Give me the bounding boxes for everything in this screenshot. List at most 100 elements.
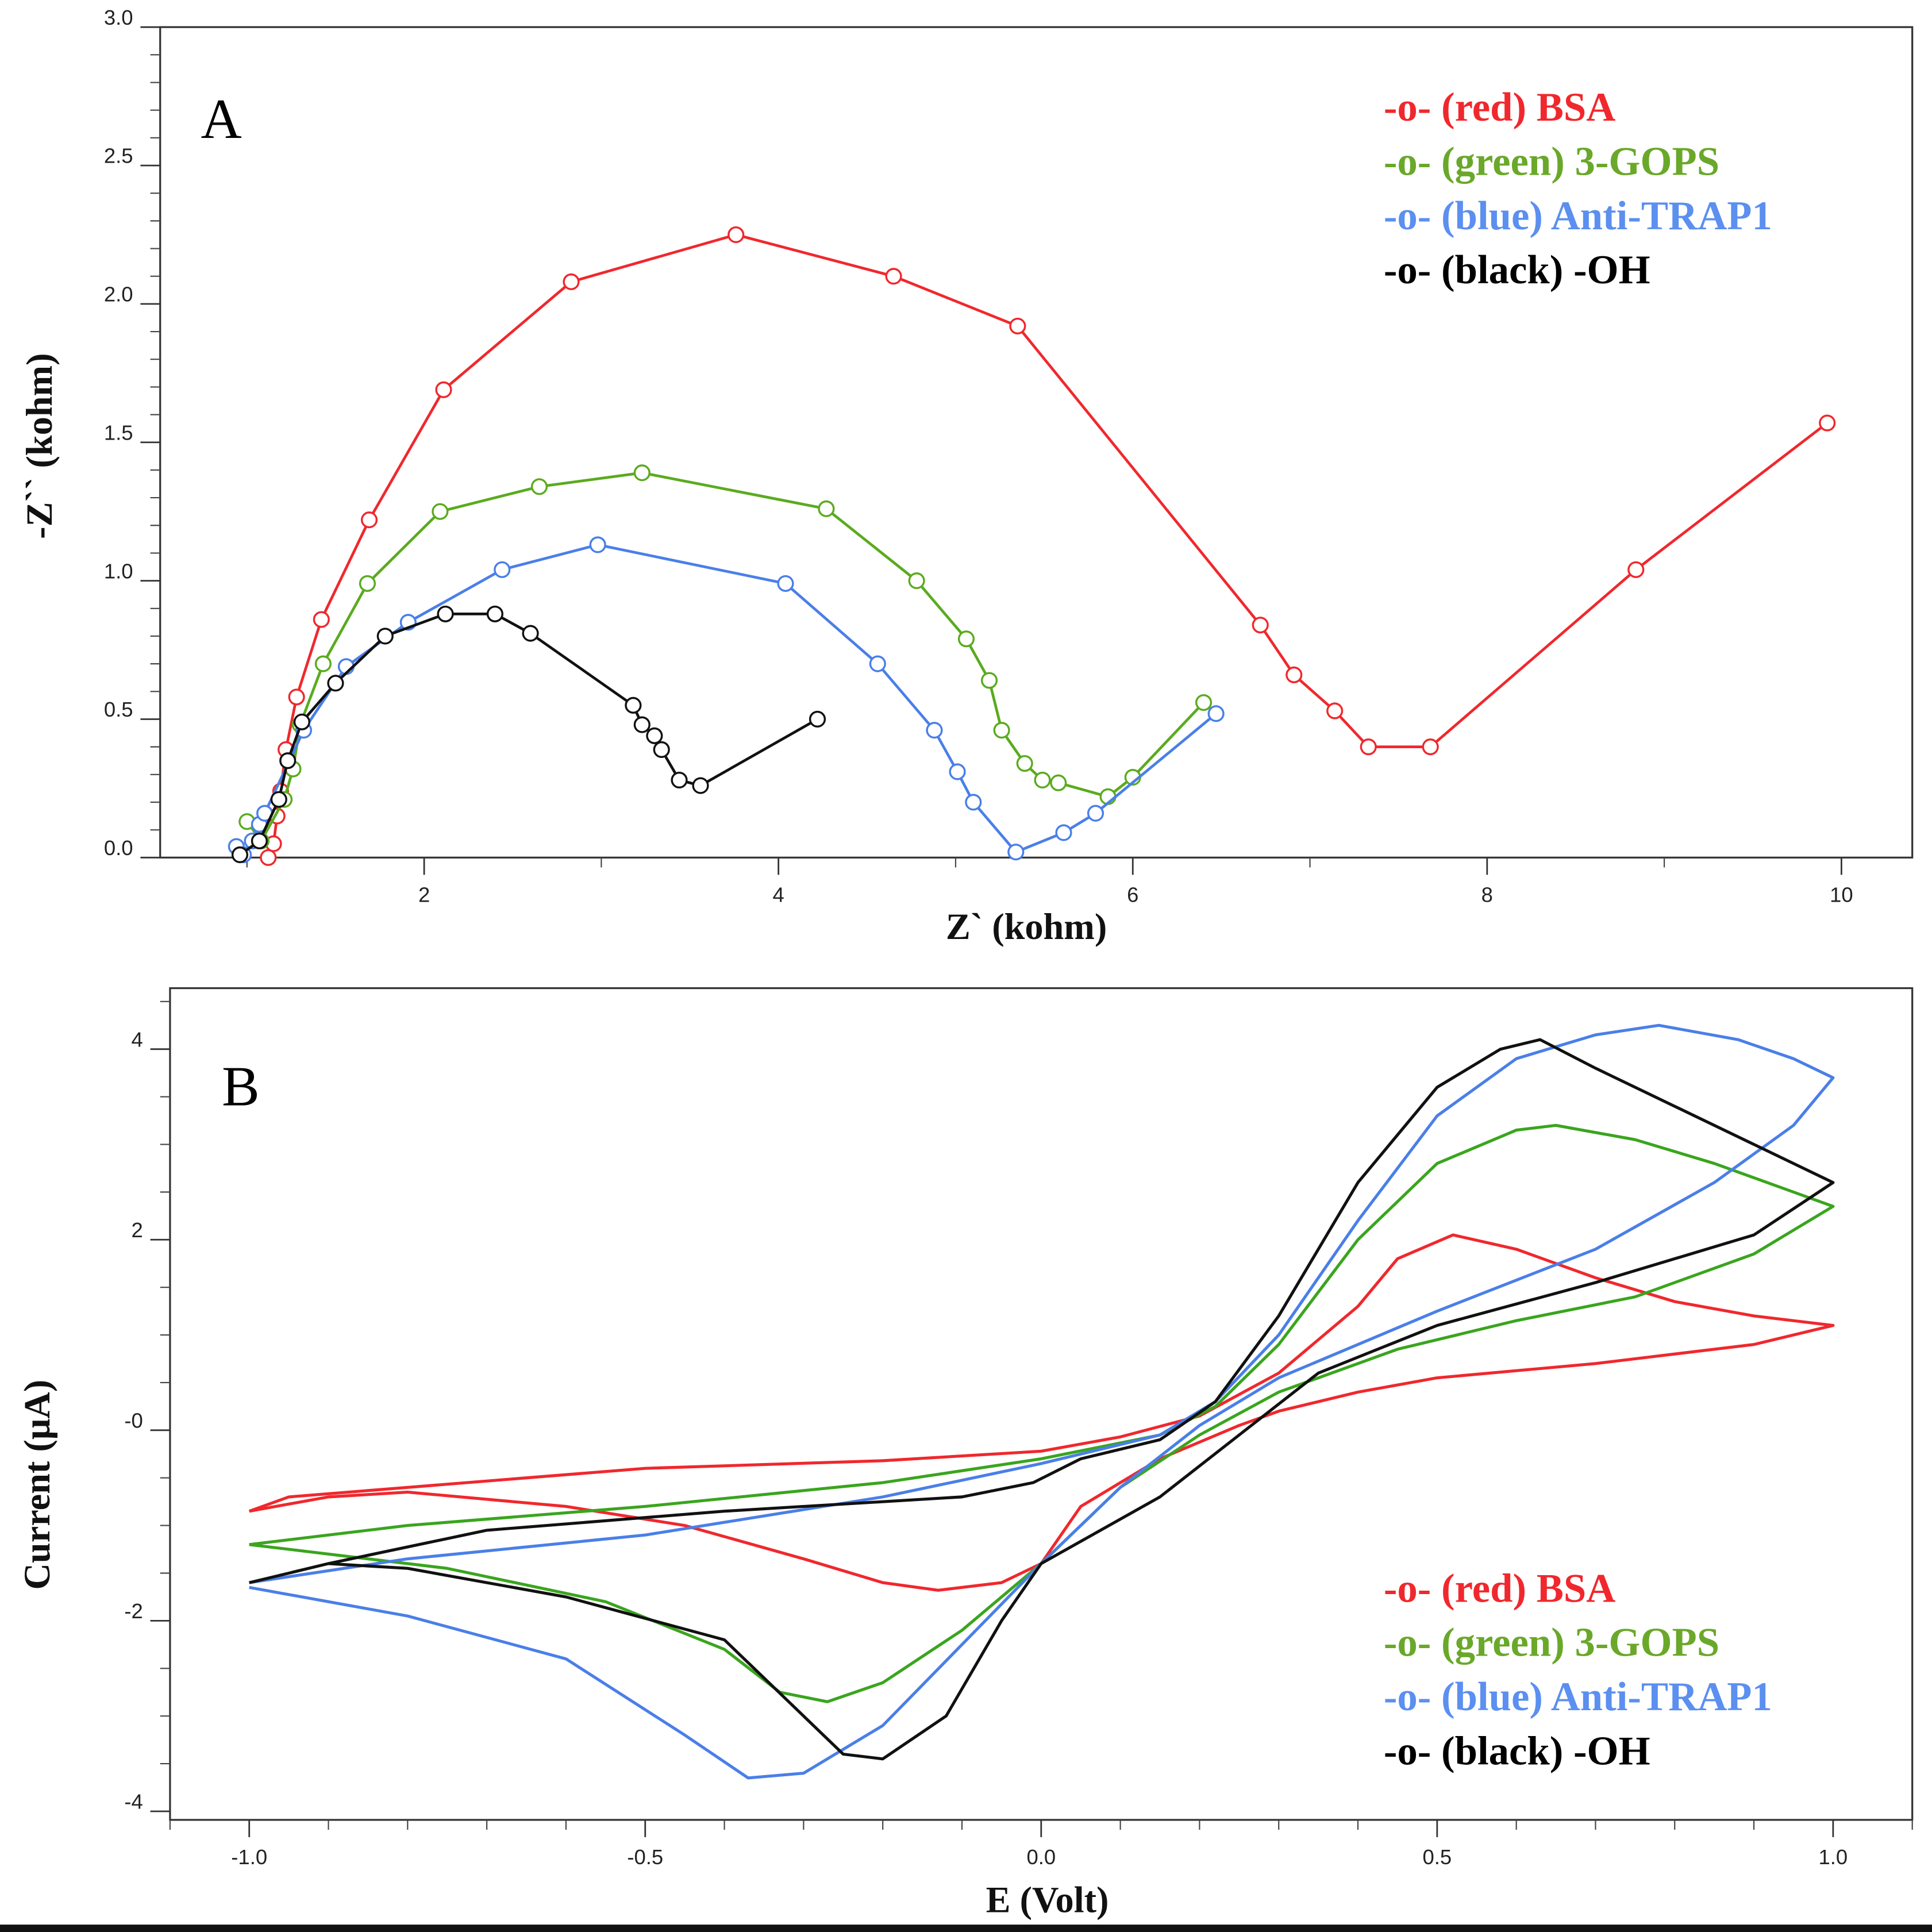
x-tick-label: 2 (418, 883, 430, 907)
series-line-3-gops (249, 1123, 1835, 1703)
data-point-3-gops (1195, 694, 1213, 711)
data-point-oh (522, 625, 539, 642)
panel-a-nyquist-plot: 2 4 6 8 100.00.51.01.52.02.53.0 A Z` (kohm) … (19, 6, 1914, 947)
x-axis-label-b: E (Volt) (986, 1880, 1109, 1921)
x-tick-label: -1.0 (231, 1845, 267, 1869)
data-point-oh (437, 605, 454, 622)
data-point-3-gops (633, 464, 651, 482)
data-point-oh (270, 791, 287, 808)
data-point-oh (625, 696, 642, 714)
data-point-3-gops (1016, 755, 1033, 772)
x-tick-label: 0.0 (1026, 1845, 1056, 1869)
data-point-bsa (1627, 561, 1645, 578)
data-point-anti-trap1 (1007, 844, 1025, 861)
data-point-oh (376, 628, 394, 645)
data-point-3-gops (1050, 774, 1067, 791)
y-tick-label: 2.5 (104, 144, 133, 168)
x-tick-label: 0.5 (1423, 1845, 1452, 1869)
data-point-anti-trap1 (777, 575, 794, 592)
panel-b-cyclic-voltammogram: -1.0 -0.5 0.0 0.5 1.0 4 2 -0 -2 -4 B E (Volt) Cur… (17, 987, 1914, 1921)
data-point-anti-trap1 (1055, 824, 1072, 841)
data-point-3-gops (314, 655, 332, 672)
data-point-oh (279, 752, 297, 769)
series-bsa (260, 226, 1836, 866)
panel-label-b: B (222, 1055, 260, 1118)
data-point-3-gops (818, 500, 835, 517)
data-point-oh (633, 716, 651, 733)
y-axis-label-a: -Z`` (kohm) (19, 353, 60, 539)
data-point-3-gops (530, 478, 548, 495)
data-point-oh (671, 771, 688, 789)
data-point-3-gops (432, 503, 449, 520)
series-oh (249, 1038, 1835, 1761)
data-point-bsa (288, 688, 305, 706)
series-3-gops (249, 1123, 1835, 1703)
y-tick-label: 2 (131, 1218, 143, 1242)
y-tick-label: 1.0 (104, 559, 133, 583)
data-point-bsa (435, 381, 452, 398)
series-bsa (248, 1233, 1835, 1592)
data-point-oh (809, 710, 826, 728)
data-point-anti-trap1 (869, 655, 886, 672)
x-tick-label: 8 (1481, 883, 1493, 907)
data-point-bsa (885, 268, 902, 285)
legend-a: -o- (red) BSA -o- (green) 3-GOPS -o- (bl… (1384, 85, 1772, 293)
y-tick-label: -4 (124, 1790, 143, 1814)
legend-item-bsa: -o- (red) BSA (1384, 1566, 1616, 1611)
legend-item-3-gops: -o- (green) 3-GOPS (1384, 1621, 1719, 1665)
data-point-anti-trap1 (949, 763, 966, 780)
series-line-anti-trap1 (249, 1023, 1835, 1780)
legend-item-3-gops: -o- (green) 3-GOPS (1384, 139, 1719, 184)
data-point-bsa (563, 273, 580, 290)
series-line-oh (239, 613, 818, 856)
y-tick-label: 0.0 (104, 836, 133, 860)
data-point-bsa (313, 611, 330, 628)
legend-item-oh: -o- (black) -OH (1384, 248, 1650, 293)
legend-b: -o- (red) BSA -o- (green) 3-GOPS -o- (bl… (1384, 1566, 1772, 1773)
data-point-bsa (260, 849, 277, 866)
data-point-bsa (1326, 702, 1344, 719)
data-point-oh (646, 727, 663, 744)
series-line-bsa (267, 233, 1829, 859)
data-point-anti-trap1 (965, 794, 982, 811)
data-point-oh (231, 846, 249, 864)
data-point-3-gops (359, 575, 376, 592)
data-point-bsa (1286, 666, 1303, 683)
data-point-bsa (360, 511, 378, 529)
data-point-bsa (1360, 738, 1377, 756)
series-anti-trap1 (228, 536, 1225, 864)
data-point-3-gops (908, 572, 925, 590)
x-tick-label: 1.0 (1819, 1845, 1848, 1869)
y-tick-label: 3.0 (104, 6, 133, 29)
data-point-oh (327, 675, 344, 692)
data-point-anti-trap1 (926, 722, 943, 739)
data-point-anti-trap1 (589, 536, 606, 553)
y-tick-label: 2.0 (104, 283, 133, 306)
legend-item-oh: -o- (black) -OH (1384, 1729, 1650, 1773)
x-tick-label: 10 (1830, 883, 1853, 907)
y-axis-label-b: Current (μA) (17, 1380, 57, 1590)
data-point-oh (692, 777, 709, 794)
series-line-oh (249, 1038, 1835, 1761)
series-3-gops (238, 464, 1213, 849)
data-point-oh (251, 832, 268, 849)
x-axis-label-a: Z` (kohm) (946, 906, 1107, 947)
data-point-3-gops (1034, 771, 1051, 789)
data-point-anti-trap1 (1207, 705, 1225, 722)
data-point-bsa (1422, 738, 1439, 756)
data-point-bsa (1252, 617, 1269, 634)
data-point-oh (486, 605, 503, 622)
series-anti-trap1 (249, 1023, 1835, 1780)
x-tick-label: 4 (773, 883, 784, 907)
data-point-oh (293, 713, 310, 730)
panel-label-a: A (201, 88, 241, 151)
series-line-anti-trap1 (235, 543, 1217, 856)
bottom-border (0, 1925, 1932, 1932)
data-point-3-gops (980, 672, 998, 689)
legend-item-anti-trap1: -o- (blue) Anti-TRAP1 (1384, 194, 1772, 238)
legend-item-anti-trap1: -o- (blue) Anti-TRAP1 (1384, 1675, 1772, 1719)
data-point-3-gops (993, 722, 1010, 739)
y-tick-label: -2 (124, 1599, 143, 1623)
y-tick-label: 1.5 (104, 421, 133, 444)
